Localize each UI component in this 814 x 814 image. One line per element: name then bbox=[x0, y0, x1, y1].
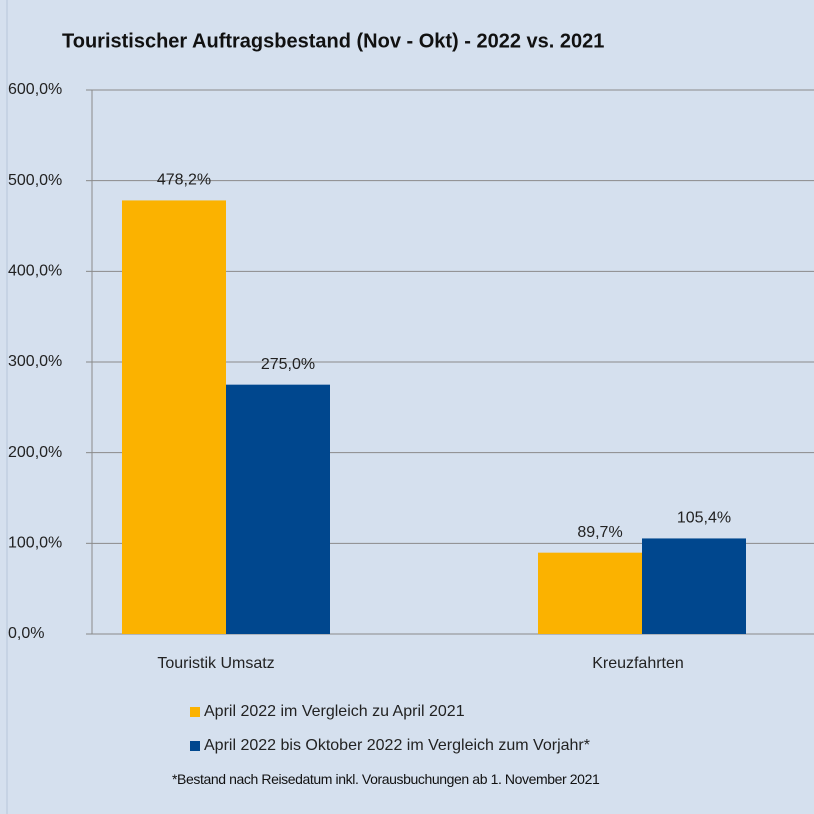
y-tick-label: 500,0% bbox=[8, 172, 62, 189]
legend-label: April 2022 bis Oktober 2022 im Vergleich… bbox=[204, 737, 590, 754]
value-label: 105,4% bbox=[677, 510, 731, 527]
value-label: 275,0% bbox=[261, 356, 315, 373]
legend-label: April 2022 im Vergleich zu April 2021 bbox=[204, 703, 465, 720]
chart-title: Touristischer Auftragsbestand (Nov - Okt… bbox=[62, 30, 604, 52]
bar bbox=[642, 538, 746, 634]
y-tick-label: 400,0% bbox=[8, 263, 62, 280]
x-tick-label: Touristik Umsatz bbox=[157, 655, 274, 672]
value-label: 89,7% bbox=[577, 524, 622, 541]
y-tick-label: 600,0% bbox=[8, 81, 62, 98]
bar bbox=[122, 200, 226, 634]
footnote: *Bestand nach Reisedatum inkl. Vorausbuc… bbox=[172, 771, 600, 787]
y-tick-label: 200,0% bbox=[8, 444, 62, 461]
y-tick-label: 300,0% bbox=[8, 353, 62, 370]
bar bbox=[538, 552, 642, 634]
x-tick-label: Kreuzfahrten bbox=[592, 655, 684, 672]
bar bbox=[226, 384, 330, 634]
y-tick-label: 0,0% bbox=[8, 625, 44, 642]
y-tick-label: 100,0% bbox=[8, 535, 62, 552]
legend-swatch bbox=[190, 707, 200, 717]
value-label: 478,2% bbox=[157, 172, 211, 189]
legend-swatch bbox=[190, 741, 200, 751]
